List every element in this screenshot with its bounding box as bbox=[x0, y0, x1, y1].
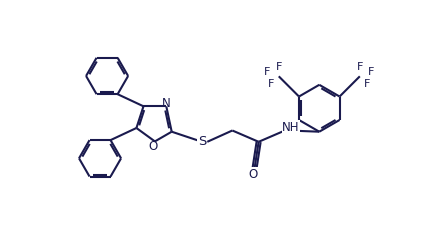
Text: O: O bbox=[148, 140, 157, 153]
Text: F: F bbox=[264, 67, 271, 77]
Text: F: F bbox=[357, 62, 363, 72]
Text: F: F bbox=[364, 79, 370, 89]
Text: F: F bbox=[268, 79, 275, 89]
Text: F: F bbox=[275, 62, 282, 72]
Text: S: S bbox=[198, 135, 206, 148]
Text: F: F bbox=[368, 67, 374, 77]
Text: O: O bbox=[248, 168, 257, 181]
Text: N: N bbox=[162, 97, 170, 110]
Text: NH: NH bbox=[282, 121, 300, 134]
